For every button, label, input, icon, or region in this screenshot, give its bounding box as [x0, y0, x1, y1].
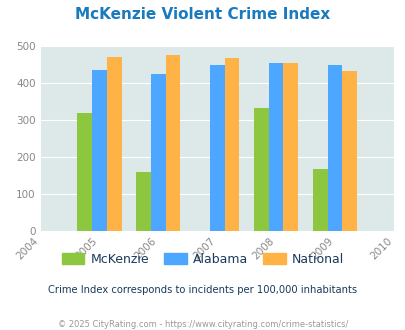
- Bar: [92, 70, 107, 231]
- Bar: [254, 108, 268, 231]
- Bar: [327, 65, 341, 231]
- Legend: McKenzie, Alabama, National: McKenzie, Alabama, National: [58, 249, 347, 269]
- Bar: [268, 63, 283, 231]
- Text: McKenzie Violent Crime Index: McKenzie Violent Crime Index: [75, 7, 330, 21]
- Bar: [77, 114, 92, 231]
- Bar: [341, 71, 356, 231]
- Bar: [283, 63, 297, 231]
- Bar: [209, 65, 224, 231]
- Bar: [312, 169, 327, 231]
- Text: © 2025 CityRating.com - https://www.cityrating.com/crime-statistics/: © 2025 CityRating.com - https://www.city…: [58, 320, 347, 329]
- Text: Crime Index corresponds to incidents per 100,000 inhabitants: Crime Index corresponds to incidents per…: [48, 285, 357, 295]
- Bar: [136, 172, 151, 231]
- Bar: [165, 55, 180, 231]
- Bar: [107, 57, 121, 231]
- Bar: [224, 58, 239, 231]
- Bar: [151, 74, 165, 231]
